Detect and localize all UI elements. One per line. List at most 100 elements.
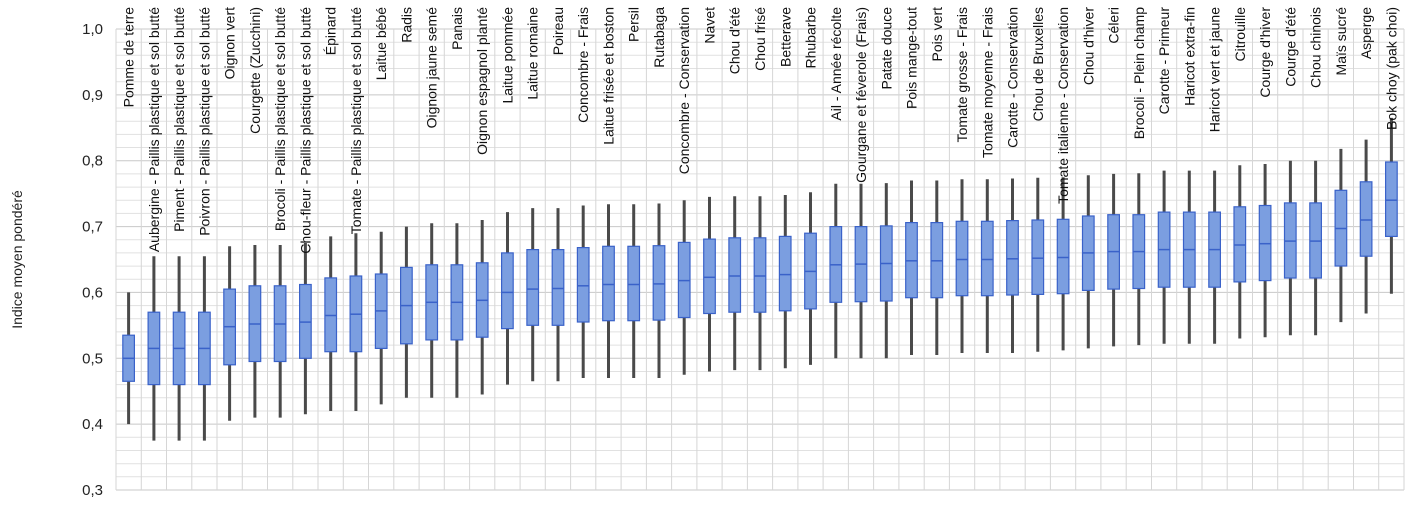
category-label: Laitue romaine (525, 7, 541, 100)
box-plot-item (1384, 117, 1398, 294)
category-label: Carotte - Conservation (1005, 7, 1021, 148)
box-plot-item (955, 179, 969, 353)
box-plot-item (1081, 175, 1095, 349)
y-tick-label: 0,5 (82, 350, 103, 367)
box-plot-item (778, 195, 792, 369)
category-label: Gourgane et féverole (Frais) (853, 7, 869, 183)
category-label: Asperge (1358, 7, 1374, 59)
category-label: Aubergine - Paillis plastique et sol but… (146, 7, 162, 252)
box-plot-item (753, 196, 767, 371)
category-label: Épinard (323, 7, 339, 55)
category-label: Céleri (1106, 7, 1122, 44)
box-plot-item (576, 205, 590, 378)
box (602, 245, 615, 322)
category-label: Radis (398, 7, 414, 43)
category-label: Chou-fleur - Paillis plastique et sol bu… (297, 7, 313, 254)
box (1359, 181, 1373, 257)
category-label: Rhubarbe (803, 7, 819, 69)
box (551, 249, 565, 326)
box-plot-item (677, 200, 691, 375)
box-plot-item (1208, 170, 1222, 344)
category-label: Brocoli - Plein champ (1131, 7, 1147, 139)
category-label: Laitue pommée (500, 7, 516, 104)
y-tick-label: 0,4 (82, 416, 103, 433)
category-label: Oignon jaune semé (424, 7, 440, 129)
category-label: Laitue bébé (373, 7, 389, 80)
box-plot-item (980, 179, 994, 353)
category-label: Tomate grosse - Frais (954, 7, 970, 142)
box-plot-item (374, 231, 388, 405)
category-label: Chou de Bruxelles (1030, 7, 1046, 121)
box (980, 220, 994, 297)
category-label: Laitue frisée et boston (601, 7, 617, 145)
category-label: Poivron - Paillis plastique et sol butté (196, 7, 212, 236)
category-label: Courge d'hiver (1257, 7, 1273, 98)
box (778, 235, 792, 312)
box-plot-item (1006, 178, 1019, 353)
box-plot-item (551, 208, 565, 382)
box-plot-item (602, 204, 615, 378)
boxes (122, 117, 1398, 441)
box-plot-item (627, 204, 641, 378)
box-plot-item (400, 226, 413, 398)
box (1031, 219, 1045, 296)
box-plot-item (1258, 164, 1272, 338)
category-label: Haricot vert et jaune (1207, 7, 1223, 132)
category-label: Ail - Année récolte (828, 7, 844, 121)
category-label: Panais (449, 7, 465, 50)
box-plot-item (299, 243, 312, 415)
category-label: Poireau (550, 7, 566, 55)
category-label: Tomate moyenne - Frais (979, 7, 995, 158)
box-plot-item (1157, 170, 1171, 344)
box-plot-item (526, 208, 540, 382)
box-plot-item (122, 292, 136, 425)
box-plot-item (1107, 173, 1121, 347)
box-plot-item (854, 183, 868, 359)
box-plot-item (930, 180, 944, 355)
box-plot-item (223, 246, 237, 421)
box-plot-item (728, 196, 742, 371)
category-label: Bok choy (pak choi) (1383, 7, 1399, 130)
box-plot-item (248, 245, 262, 418)
y-tick-label: 0,6 (82, 284, 103, 301)
category-label: Oignon espagnol planté (474, 7, 490, 155)
y-tick-label: 0,7 (82, 219, 103, 236)
category-label: Chou d'été (727, 7, 743, 74)
box-plot-item (172, 256, 186, 441)
category-label: Patate douce (878, 7, 894, 90)
category-label: Pois vert (929, 7, 945, 62)
box-plot-item (475, 220, 489, 395)
category-label: Rutabaga (651, 7, 667, 68)
category-label: Navet (702, 7, 718, 44)
category-label: Pois mange-tout (904, 7, 920, 109)
box (501, 252, 514, 330)
y-tick-labels: 0,3 0,4 0,5 0,6 0,7 0,8 0,9 1,0 (82, 21, 103, 499)
y-axis-label: Indice moyen pondéré (9, 190, 25, 329)
box-plot-item (501, 212, 514, 385)
box-plot-item (349, 233, 363, 411)
box (703, 238, 716, 315)
box-plot-item (905, 180, 918, 355)
category-label: Oignon vert (222, 7, 238, 79)
box-plot-item (1309, 160, 1323, 336)
box-plot-item (425, 223, 439, 398)
category-label: Tomate italienne - Conservation (1055, 7, 1071, 204)
box-plot-item (1132, 173, 1146, 346)
category-label: Betterave (777, 7, 793, 67)
category-label: Haricot extra-fin (1181, 7, 1197, 106)
category-label: Concombre - Conservation (676, 7, 692, 174)
box (753, 237, 767, 313)
category-label: Chou frisé (752, 7, 768, 71)
category-label: Tomate - Paillis plastique et sol butté (348, 7, 364, 234)
box-plot-item (804, 192, 817, 365)
box (627, 245, 641, 322)
box-plot-item (1283, 160, 1297, 336)
category-label: Concombre - Frais (575, 7, 591, 123)
box (1384, 161, 1398, 238)
box (1056, 218, 1070, 295)
box-plot-item (1056, 177, 1070, 351)
category-label: Maïs sucré (1333, 7, 1349, 76)
box-plot-item (1334, 148, 1348, 323)
